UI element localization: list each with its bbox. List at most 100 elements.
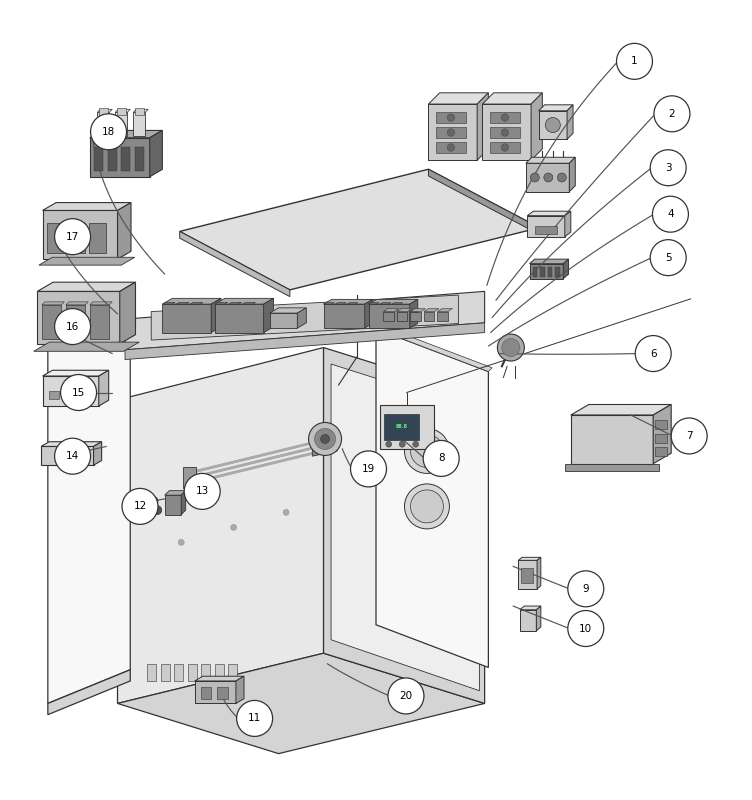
Polygon shape [384, 309, 399, 311]
Text: 11: 11 [248, 714, 261, 723]
Circle shape [568, 571, 604, 606]
Circle shape [144, 506, 153, 514]
Circle shape [545, 118, 560, 133]
Polygon shape [436, 142, 466, 153]
Text: 10: 10 [579, 623, 593, 634]
Text: 12: 12 [133, 502, 147, 511]
Text: 20: 20 [399, 691, 413, 701]
Polygon shape [429, 93, 488, 104]
Text: 9: 9 [583, 584, 589, 594]
Circle shape [568, 610, 604, 646]
Circle shape [447, 114, 455, 122]
Polygon shape [99, 370, 109, 406]
Polygon shape [335, 302, 346, 304]
Circle shape [411, 434, 444, 467]
Circle shape [388, 678, 424, 714]
Circle shape [149, 497, 158, 506]
Polygon shape [436, 127, 466, 138]
Circle shape [557, 173, 566, 182]
Polygon shape [297, 308, 306, 328]
Polygon shape [117, 202, 131, 259]
Polygon shape [312, 434, 337, 456]
Polygon shape [490, 142, 520, 153]
Polygon shape [518, 558, 541, 560]
Polygon shape [538, 105, 573, 111]
Polygon shape [270, 313, 297, 328]
Polygon shape [527, 211, 571, 216]
Polygon shape [567, 105, 573, 139]
Text: 6: 6 [650, 349, 656, 358]
Polygon shape [411, 311, 421, 321]
Circle shape [231, 524, 237, 530]
Polygon shape [384, 311, 394, 321]
Polygon shape [381, 302, 391, 304]
Circle shape [501, 129, 508, 136]
Polygon shape [380, 406, 434, 449]
Polygon shape [323, 299, 373, 304]
Polygon shape [89, 223, 105, 253]
Polygon shape [537, 558, 541, 589]
Polygon shape [43, 202, 131, 210]
Polygon shape [563, 259, 569, 278]
Polygon shape [190, 302, 203, 304]
Polygon shape [655, 420, 667, 430]
Text: 19: 19 [362, 464, 375, 474]
Text: 18: 18 [102, 126, 115, 137]
Polygon shape [236, 676, 244, 703]
Polygon shape [565, 211, 571, 237]
Polygon shape [397, 311, 408, 321]
Polygon shape [482, 104, 531, 160]
Polygon shape [195, 676, 244, 681]
Text: 8: 8 [438, 454, 444, 463]
Polygon shape [365, 299, 373, 328]
Polygon shape [39, 258, 135, 265]
Polygon shape [97, 112, 109, 136]
Polygon shape [538, 111, 567, 139]
Circle shape [184, 474, 220, 510]
Polygon shape [150, 130, 162, 177]
Polygon shape [48, 311, 130, 703]
Polygon shape [99, 108, 108, 115]
Polygon shape [133, 110, 148, 112]
Polygon shape [165, 490, 186, 495]
Polygon shape [195, 681, 236, 703]
Polygon shape [490, 112, 520, 122]
Polygon shape [133, 112, 145, 136]
Polygon shape [429, 170, 539, 234]
Text: 17: 17 [66, 232, 79, 242]
Polygon shape [243, 302, 256, 304]
Polygon shape [520, 610, 536, 630]
Circle shape [237, 701, 273, 737]
Polygon shape [653, 405, 672, 464]
Polygon shape [42, 305, 62, 339]
Polygon shape [174, 664, 183, 681]
Polygon shape [117, 347, 323, 703]
Polygon shape [94, 146, 103, 170]
Circle shape [654, 96, 690, 132]
Polygon shape [529, 264, 563, 278]
Polygon shape [478, 93, 488, 160]
Circle shape [55, 218, 90, 254]
Text: 88.8: 88.8 [396, 425, 408, 430]
Circle shape [411, 490, 444, 523]
Circle shape [399, 442, 405, 447]
Polygon shape [121, 146, 130, 170]
Polygon shape [376, 329, 488, 667]
Polygon shape [569, 158, 575, 192]
Polygon shape [43, 370, 109, 376]
Text: 2: 2 [669, 109, 675, 118]
Circle shape [405, 429, 450, 474]
Text: 4: 4 [667, 209, 674, 219]
Polygon shape [125, 291, 484, 350]
Polygon shape [490, 127, 520, 138]
Circle shape [90, 114, 126, 150]
Polygon shape [555, 266, 559, 277]
Polygon shape [165, 495, 181, 514]
Text: 13: 13 [196, 486, 209, 497]
Polygon shape [215, 664, 224, 681]
Polygon shape [323, 302, 334, 304]
Polygon shape [180, 231, 290, 297]
Polygon shape [183, 467, 196, 488]
Polygon shape [117, 108, 126, 115]
Text: 3: 3 [665, 162, 672, 173]
